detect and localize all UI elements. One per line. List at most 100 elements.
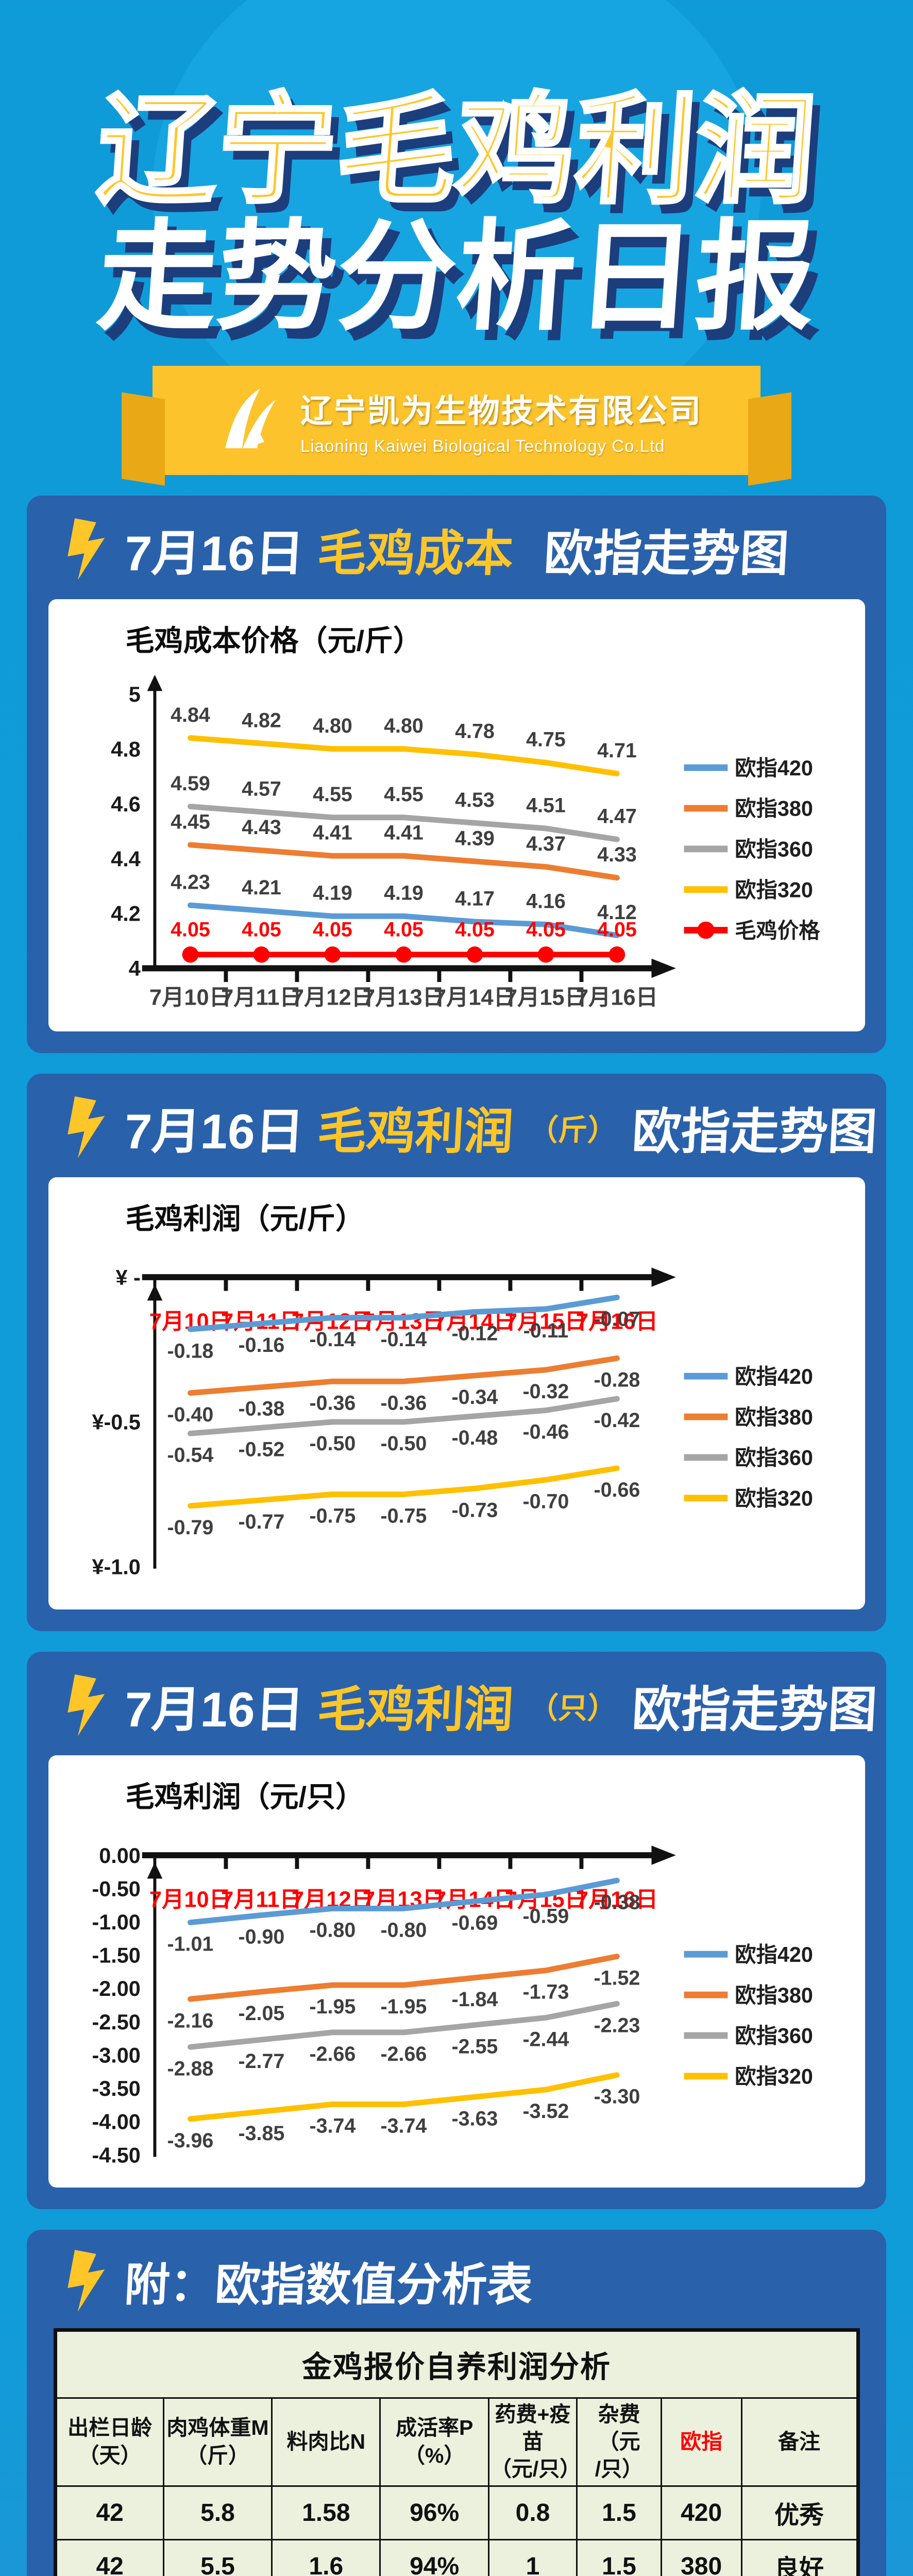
header-line1: 杂费（元 [598,2402,640,2454]
svg-text:¥-1.0: ¥-1.0 [92,1555,140,1579]
cost-chart-canvas: 54.84.64.44.247月10日7月11日7月12日7月13日7月14日7… [111,674,820,1010]
heading-highlight: 毛鸡利润 [316,1104,515,1159]
heading-date: 7月16日 [123,526,306,581]
table-cell: 良好 [740,2538,859,2576]
header-line1: 备注 [778,2430,821,2454]
svg-text:-0.34: -0.34 [451,1386,498,1409]
table-cell: 42 [54,2538,164,2576]
heading-highlight: 毛鸡利润 [316,1682,515,1737]
svg-text:欧指320: 欧指320 [735,1486,813,1510]
table-cell: 优秀 [740,2485,859,2540]
svg-text:毛鸡价格: 毛鸡价格 [735,919,820,942]
svg-text:4.84: 4.84 [171,704,210,726]
heading-date: 7月16日 [123,1682,306,1737]
column-header: 药费+疫苗 （元/只） [487,2397,581,2487]
heading-suffix: 欧指走势图 [543,526,790,581]
company-logo-icon [225,388,276,448]
column-header: 欧指 [660,2397,742,2487]
svg-text:4.47: 4.47 [597,805,637,828]
svg-text:4.23: 4.23 [171,871,210,893]
svg-text:-3.00: -3.00 [92,2043,140,2067]
svg-text:4.71: 4.71 [597,739,637,762]
svg-text:7月16日: 7月16日 [576,1309,657,1334]
header-line2: （%） [403,2443,465,2467]
svg-text:4.57: 4.57 [242,777,281,800]
svg-text:-0.75: -0.75 [380,1504,427,1527]
heading-suffix: 欧指走势图 [631,1104,878,1159]
svg-text:4.39: 4.39 [455,827,495,850]
svg-text:欧指320: 欧指320 [735,878,813,902]
svg-text:4.05: 4.05 [171,918,210,941]
svg-text:-4.50: -4.50 [92,2143,140,2167]
svg-text:-0.90: -0.90 [238,1925,284,1948]
section-appendix: 附：欧指数值分析表 金鸡报价自养利润分析 出栏日龄 （天） 肉鸡体重M （斤） 料肉比N 成… [27,2229,886,2576]
header-line2: （元/只） [490,2457,581,2481]
svg-text:-2.55: -2.55 [451,2036,498,2058]
section-profit-bird-chart: 7月16日 毛鸡利润 （只） 欧指走势图 毛鸡利润（元/只） 0.00 -0.50… [27,1651,888,2209]
section-heading-profit-jin: 7月16日 毛鸡利润 （斤） 欧指走势图 [62,1092,888,1163]
svg-text:-0.11: -0.11 [523,1319,568,1342]
profit-bird-chart-title: 毛鸡利润（元/只） [125,1780,365,1813]
table-title-row: 金鸡报价自养利润分析 [54,2329,859,2399]
svg-text:-0.69: -0.69 [451,1911,498,1934]
svg-text:4.45: 4.45 [171,810,210,833]
svg-text:-0.14: -0.14 [309,1328,356,1351]
column-header: 料肉比N [271,2397,381,2487]
svg-text:-2.16: -2.16 [167,2009,213,2032]
section-heading-profit-bird: 7月16日 毛鸡利润 （只） 欧指走势图 [62,1670,888,1741]
svg-text:4.19: 4.19 [313,882,352,905]
heading-date: 7月16日 [123,1104,306,1159]
svg-text:4.82: 4.82 [242,709,281,732]
svg-text:-3.50: -3.50 [92,2077,140,2100]
svg-text:-0.59: -0.59 [522,1905,569,1927]
svg-text:欧指360: 欧指360 [735,1446,813,1470]
svg-text:4.78: 4.78 [455,720,495,743]
svg-text:4.05: 4.05 [597,918,637,941]
svg-text:-1.73: -1.73 [522,1981,569,2004]
arrow-down-right-icon [67,2249,105,2312]
svg-text:-3.85: -3.85 [238,2122,284,2145]
svg-text:-1.95: -1.95 [309,1995,356,2018]
svg-text:-2.44: -2.44 [522,2028,569,2050]
svg-text:-2.05: -2.05 [238,2002,284,2025]
svg-text:4.05: 4.05 [455,918,495,941]
header-line1: 出栏日龄 [67,2416,153,2440]
heading-highlight: 毛鸡成本 [316,526,515,581]
svg-text:4.16: 4.16 [526,890,566,913]
svg-text:4.75: 4.75 [526,728,566,751]
svg-text:-0.42: -0.42 [594,1409,640,1432]
header: 辽宁毛鸡利润 走势分析日报 辽宁凯为生物技术有限公司 Liaoning Kaiw… [0,0,913,475]
svg-text:7月10日: 7月10日 [149,1887,231,1912]
svg-text:7月15日: 7月15日 [504,1309,586,1334]
svg-text:-2.77: -2.77 [238,2050,284,2073]
svg-text:4.80: 4.80 [313,715,352,737]
table-row: 42 5.8 1.58 96% 0.8 1.5 420 优秀 [54,2485,859,2540]
svg-text:7月11日: 7月11日 [221,985,302,1010]
appendix-title: 附：欧指数值分析表 [123,2259,534,2310]
svg-text:4.19: 4.19 [384,882,424,905]
svg-text:-0.48: -0.48 [451,1427,498,1449]
table-cell: 5.8 [162,2485,273,2540]
poster-title-line1: 辽宁毛鸡利润 [92,82,821,219]
svg-text:-0.38: -0.38 [594,1891,640,1913]
table-cell: 5.5 [162,2538,273,2576]
svg-text:7月16日: 7月16日 [576,985,657,1010]
svg-text:-0.40: -0.40 [167,1403,213,1426]
svg-text:-0.73: -0.73 [451,1499,498,1521]
table-cell: 0.8 [487,2485,578,2540]
svg-text:4.05: 4.05 [313,918,352,941]
company-name-en: Liaoning Kaiwei Biological Technology Co… [300,436,665,455]
svg-text:-3.96: -3.96 [167,2129,213,2152]
table-cell: 1 [487,2538,578,2576]
svg-text:-0.52: -0.52 [238,1438,284,1461]
svg-text:7月13日: 7月13日 [362,985,444,1010]
svg-text:-1.01: -1.01 [167,1933,213,1956]
svg-text:欧指360: 欧指360 [735,837,813,861]
svg-text:-0.36: -0.36 [309,1392,356,1414]
svg-text:4.8: 4.8 [111,737,141,761]
svg-text:4.05: 4.05 [242,918,281,941]
svg-text:4.05: 4.05 [526,918,566,941]
svg-text:0.00: 0.00 [99,1844,141,1868]
svg-text:-2.50: -2.50 [92,2010,140,2034]
